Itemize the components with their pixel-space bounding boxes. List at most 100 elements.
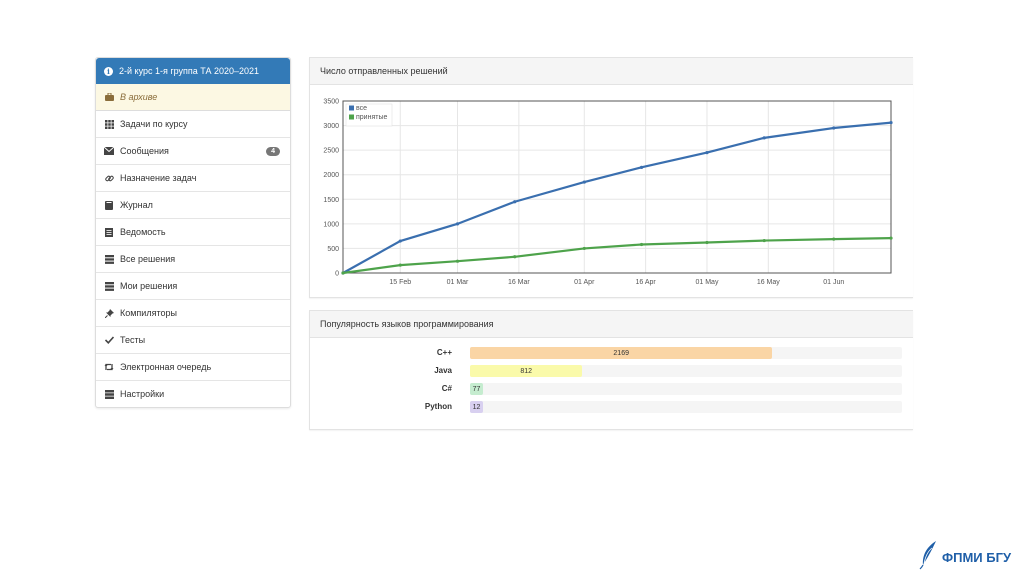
sidebar-item-label: Тесты [120,335,146,345]
course-header[interactable]: i 2-й курс 1-я группа ТА 2020–2021 [96,58,290,84]
languages-panel-title: Популярность языков программирования [310,311,913,338]
series-point [341,271,345,275]
series-point [398,239,402,243]
x-tick-label: 01 Jun [823,279,844,286]
sidebar-item-journal[interactable]: Журнал [96,192,290,219]
list-document-icon [104,227,114,237]
language-row: C# 77 [310,383,913,396]
retweet-icon [104,362,114,372]
language-bar: 12 [470,401,483,413]
plot-frame [342,100,892,274]
submissions-panel: Число отправленных решений 0 500 1000 1500 2… [309,57,913,298]
x-tick-label: 16 May [757,279,780,286]
series-point [582,246,586,251]
y-tick-label: 2500 [323,148,339,155]
language-bar-track: 77 [470,383,902,395]
series-point [639,242,644,247]
sidebar-item-settings[interactable]: Настройки [96,381,290,407]
sidebar-item-gradesheet[interactable]: Ведомость [96,219,290,246]
series-point [762,238,766,243]
series-point [889,121,893,125]
series-point [705,151,709,155]
y-tick-label: 1500 [323,197,339,204]
sidebar-item-label: Настройки [120,389,165,399]
series-point [513,255,517,259]
stack-icon [104,254,114,264]
check-icon [104,335,114,345]
series-point [398,263,402,267]
y-tick-label: 2000 [323,172,339,179]
sidebar-item-label: Электронная очередь [120,362,212,372]
stack-icon [104,281,114,291]
server-icon [104,389,114,399]
sidebar-item-all-solutions[interactable]: Все решения [96,246,290,273]
language-bar-track: 812 [470,365,902,377]
x-tick-label: 01 Mar [447,279,469,286]
y-tick-label: 1000 [323,221,339,228]
series-point [513,200,517,204]
messages-count-badge: 4 [266,146,280,156]
language-count: 2169 [613,349,629,357]
sidebar-item-queue[interactable]: Электронная очередь [96,354,290,381]
submissions-chart: 0 500 1000 1500 2000 2500 3000 3500 15 Feb 01 Mar… [323,99,893,286]
language-name: C++ [436,348,452,357]
language-name: Python [424,402,452,411]
course-sidebar: i 2-й курс 1-я группа ТА 2020–2021 В арх… [95,57,291,408]
language-bar-track: 2169 [470,347,902,359]
language-count: 77 [472,385,481,393]
sidebar-item-label: Ведомость [120,227,166,237]
legend-label: принятые [356,114,387,121]
sidebar-item-label: Журнал [120,200,153,210]
sidebar-item-label: Сообщения [120,146,169,156]
link-icon [104,173,114,183]
x-tick-label: 01 Apr [574,279,595,286]
info-icon: i [104,66,113,76]
book-icon [104,200,114,210]
language-row: Python 12 [310,401,913,414]
x-tick-label: 15 Feb [389,279,411,286]
sidebar-item-assign[interactable]: Назначение задач [96,165,290,192]
grid-icon [104,119,114,129]
language-bar: 2169 [470,347,773,359]
series-line [342,237,892,275]
language-name: Java [434,366,452,375]
language-name: C# [441,384,452,393]
x-tick-label: 16 Apr [636,279,657,286]
series-point [889,236,893,240]
sidebar-item-my-solutions[interactable]: Мои решения [96,273,290,300]
briefcase-icon [104,92,114,102]
x-tick-label: 16 Mar [508,279,530,286]
y-tick-label: 0 [335,271,339,278]
series-point [582,180,586,184]
x-tick-label: 01 May [695,279,718,286]
sidebar-item-tasks[interactable]: Задачи по курсу [96,111,290,138]
sidebar-item-label: Все решения [120,254,176,264]
feather-logo-icon [918,540,940,575]
sidebar-item-label: Мои решения [120,281,178,291]
series-point [455,222,460,226]
sidebar-item-messages[interactable]: Сообщения 4 [96,138,290,165]
sidebar-item-label: Задачи по курсу [120,119,188,129]
sidebar-item-compilers[interactable]: Компиляторы [96,300,290,327]
y-tick-label: 3000 [323,123,339,130]
language-bar: 812 [470,365,583,377]
envelope-icon [104,146,114,156]
sidebar-item-tests[interactable]: Тесты [96,327,290,354]
fpmi-bsu-logo: ФПМИ БГУ [918,540,1011,575]
archive-label: В архиве [120,92,158,102]
series-point [639,165,644,169]
pushpin-icon [104,308,114,318]
series-point [832,126,836,130]
archive-status: В архиве [96,84,290,111]
series-point [762,136,766,140]
course-title: 2-й курс 1-я группа ТА 2020–2021 [119,66,260,76]
series-point [705,240,709,245]
languages-panel: Популярность языков программирования C++… [309,310,913,430]
logo-text: ФПМИ БГУ [942,550,1012,565]
series-line [342,121,892,274]
legend-swatch [349,105,354,111]
legend-swatch [349,114,354,120]
language-count: 12 [472,403,481,411]
legend-label: все [356,105,367,112]
language-bar-track: 12 [470,401,902,413]
